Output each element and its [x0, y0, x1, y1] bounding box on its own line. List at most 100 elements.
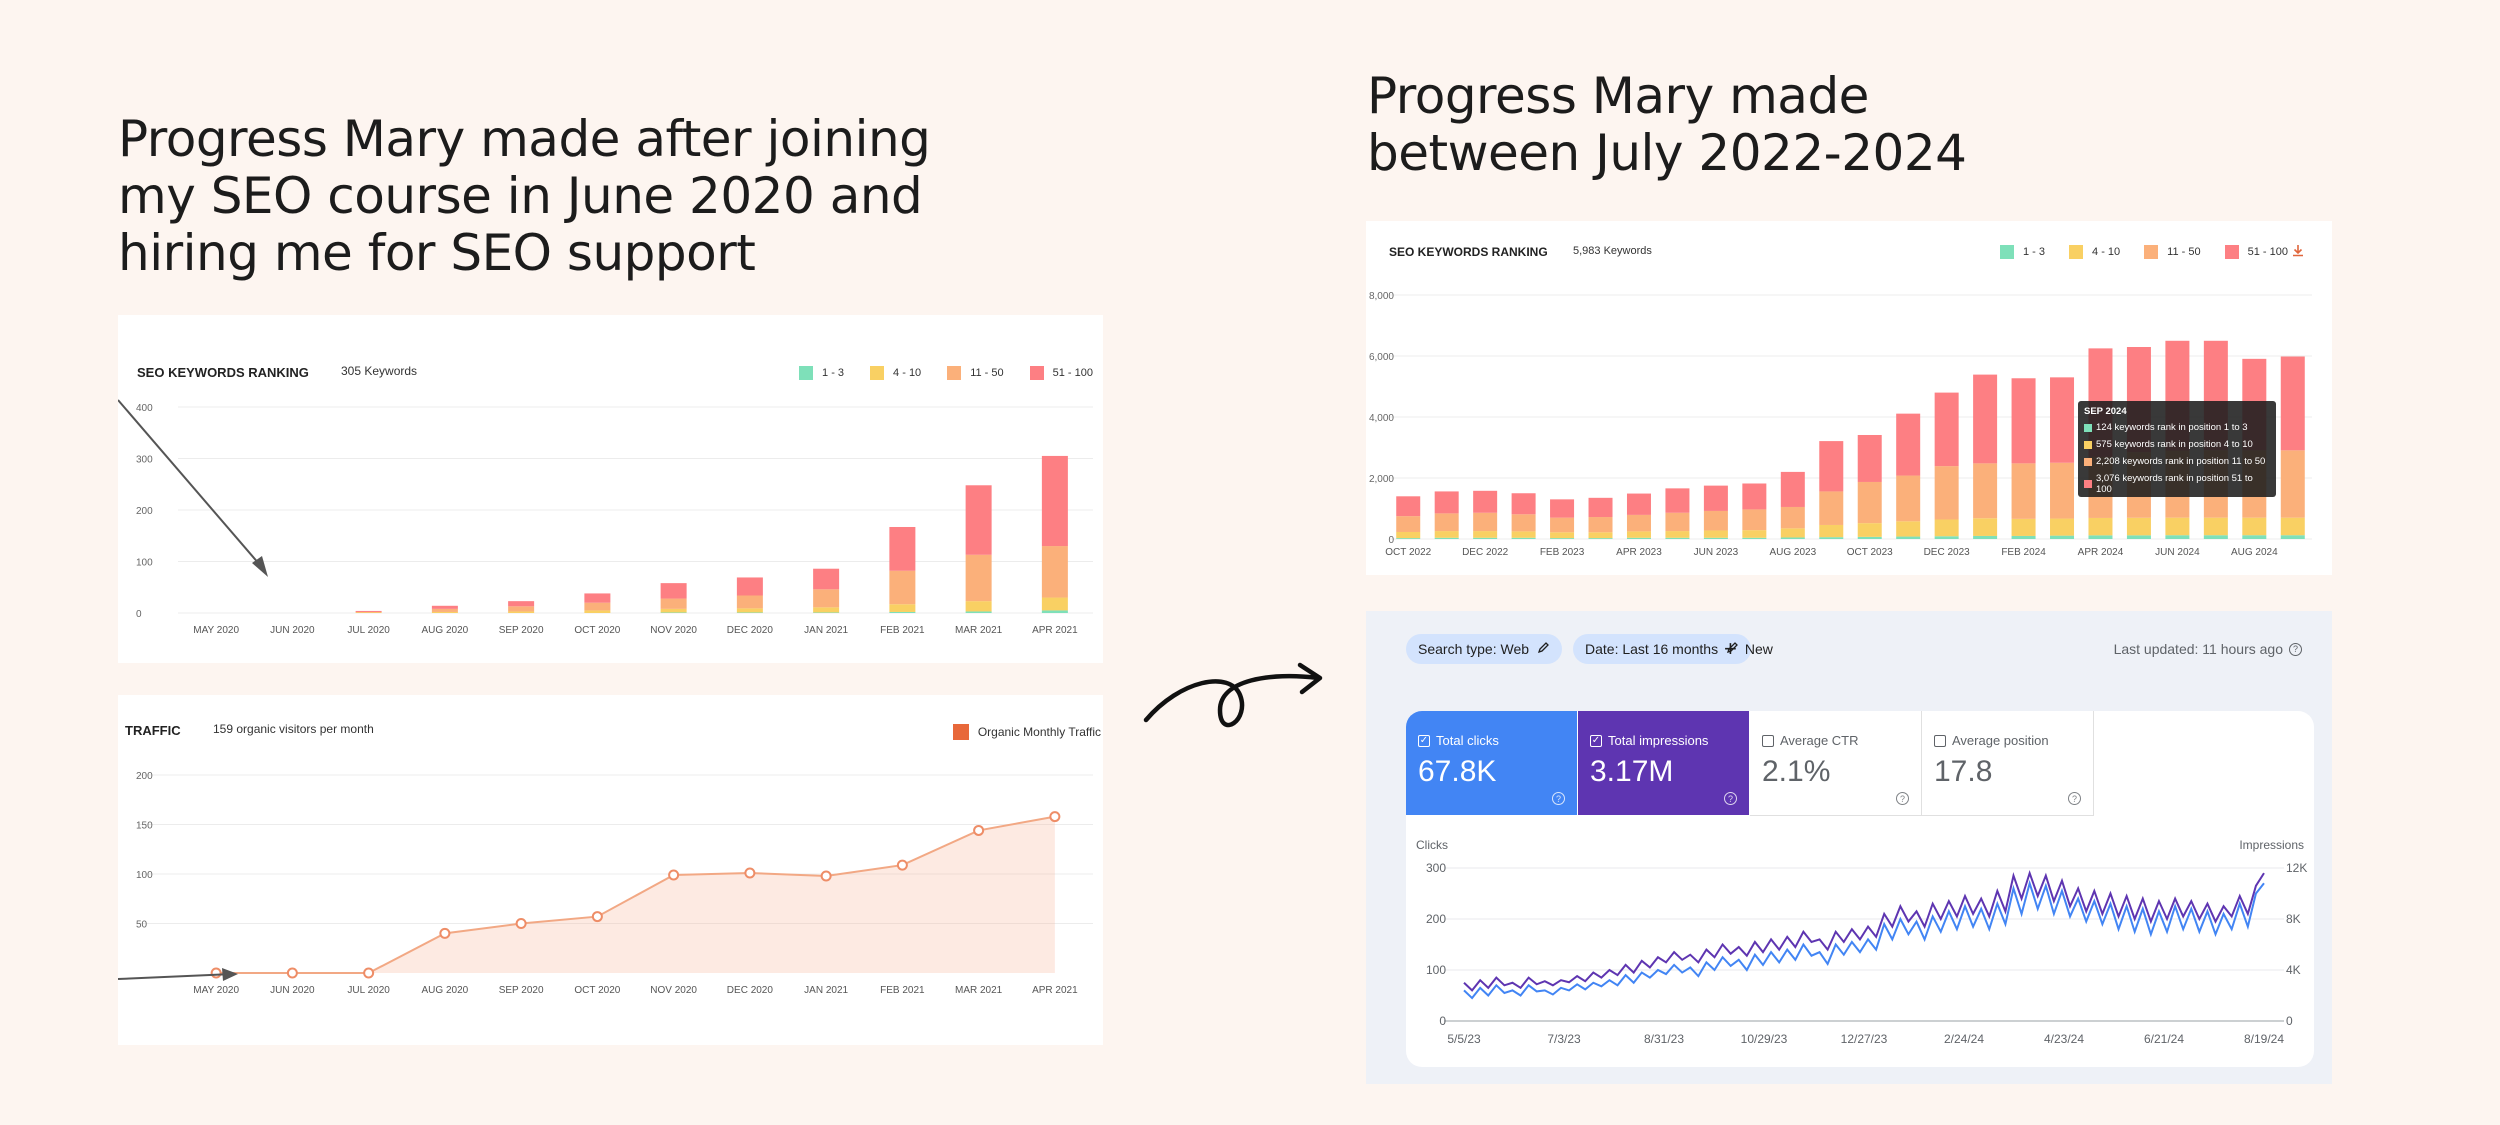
y-tick-label: 6,000 [1369, 352, 1394, 363]
date-filter-chip[interactable]: Date: Last 16 months [1573, 634, 1752, 664]
bar-segment [813, 612, 840, 613]
bar-segment [2203, 535, 2228, 539]
bar-segment [1588, 538, 1613, 539]
help-icon[interactable]: ? [2068, 792, 2081, 805]
y-tick-label: 300 [136, 455, 153, 466]
x-tick-label: NOV 2020 [650, 985, 697, 996]
legend-swatch [947, 366, 962, 380]
y-tick-label: 100 [136, 558, 153, 569]
bar-segment [1473, 537, 1498, 539]
left-heading: Progress Mary made after joining my SEO … [118, 111, 931, 282]
y-tick-label-right: 0 [2286, 1014, 2293, 1028]
bar-segment [2165, 535, 2190, 539]
help-icon[interactable]: ? [1724, 792, 1737, 805]
bar-segment [1973, 518, 1998, 536]
bar-segment [1434, 537, 1459, 539]
bar-segment [1742, 530, 1767, 538]
bar-segment [2126, 517, 2151, 536]
bar-segment [1626, 531, 1651, 538]
legend-swatch [1029, 366, 1044, 380]
bar-segment [736, 595, 763, 609]
bar-segment [736, 612, 763, 613]
checkbox-checked-icon[interactable]: ✓ [1418, 734, 1430, 747]
y-tick-label: 8,000 [1369, 291, 1394, 302]
left-heading-line: hiring me for SEO support [118, 224, 756, 282]
metric-average-position[interactable]: Average position 17.8 ? [1922, 711, 2094, 816]
x-tick-label: SEP 2020 [499, 625, 544, 636]
metric-label-row: Average position [1934, 733, 2049, 748]
legend-item: 4 - 10 [2069, 245, 2120, 259]
edit-pencil-icon[interactable] [1726, 641, 1739, 657]
bar-segment [1473, 512, 1498, 532]
bar-segment [1857, 434, 1882, 482]
legend-label: 1 - 3 [2023, 246, 2046, 258]
last-updated-text: Last updated: 11 hours ago [2113, 641, 2283, 657]
legend-item: 11 - 50 [947, 366, 1004, 380]
x-tick-label: JAN 2021 [804, 625, 848, 636]
edit-pencil-icon[interactable] [1537, 641, 1550, 657]
bar-segment [1396, 516, 1421, 532]
bar-segment [355, 611, 382, 613]
y-tick-label-left: 200 [1426, 912, 1446, 926]
checkbox-unchecked-icon[interactable] [1934, 734, 1946, 747]
bar-segment [1588, 532, 1613, 539]
chart-legend: 1 - 3 4 - 10 11 - 50 51 - 100 [2000, 245, 2288, 259]
legend-label: 11 - 50 [970, 367, 1004, 379]
help-icon[interactable]: ? [1896, 792, 1909, 805]
bar-segment [1626, 493, 1651, 515]
metric-label-row: ✓ Total impressions [1590, 733, 1708, 748]
tooltip-line: 124 keywords rank in position 1 to 3 [2084, 422, 2270, 433]
tooltip-text: 2,208 keywords rank in position 11 to 50 [2096, 456, 2266, 467]
search-type-filter-chip[interactable]: Search type: Web [1406, 634, 1563, 664]
bar-segment [889, 570, 916, 605]
bar-segment [431, 605, 458, 609]
y-tick-label-left: 100 [1426, 963, 1446, 977]
y-tick-label-left: 300 [1426, 861, 1446, 875]
x-tick-label: DEC 2022 [1462, 547, 1509, 558]
help-icon[interactable]: ? [2289, 642, 2302, 656]
bar-segment [965, 601, 992, 612]
bar-segment [1780, 537, 1805, 539]
checkbox-checked-icon[interactable]: ✓ [1590, 734, 1602, 747]
bar-segment [1396, 496, 1421, 517]
bar-segment [813, 589, 840, 608]
traffic-point [515, 918, 527, 929]
bar-segment [1434, 513, 1459, 532]
y-tick-label: 50 [136, 920, 148, 931]
bar-segment [1041, 455, 1068, 547]
bar-segment [1780, 471, 1805, 507]
traffic-point [591, 911, 603, 923]
bar-segment [1742, 537, 1767, 539]
traffic-point [1049, 811, 1061, 823]
legend-swatch [2069, 245, 2084, 259]
bar-segment [2126, 535, 2151, 539]
bar-segment [813, 607, 840, 613]
bar-segment [1041, 610, 1068, 613]
y-tick-label: 150 [136, 821, 153, 832]
bar-segment [1896, 521, 1921, 537]
x-tick-label: JUN 2020 [270, 985, 315, 996]
bar-segment [660, 598, 687, 609]
bar-segment [813, 568, 840, 590]
legend-item: Organic Monthly Traffic [952, 724, 1101, 740]
legend-item: 1 - 3 [799, 366, 844, 380]
x-tick-label: 5/5/23 [1447, 1032, 1481, 1046]
bar-segment [1665, 512, 1690, 532]
bar-segment [584, 593, 611, 603]
bar-segment [1041, 597, 1068, 611]
checkbox-unchecked-icon[interactable] [1762, 734, 1774, 747]
y-tick-label: 200 [136, 771, 153, 782]
help-icon[interactable]: ? [1552, 792, 1565, 805]
metric-total-clicks[interactable]: ✓ Total clicks 67.8K ? [1406, 711, 1577, 815]
download-icon[interactable] [2290, 243, 2306, 259]
bar-segment [1550, 532, 1575, 539]
bar-segment [2050, 518, 2075, 536]
metric-average-ctr[interactable]: Average CTR 2.1% ? [1750, 711, 1922, 816]
plus-icon: + [1724, 636, 1737, 661]
bar-segment [1857, 481, 1882, 524]
right-heading: Progress Mary made between July 2022-202… [1367, 68, 1967, 182]
metric-label-row: Average CTR [1762, 733, 1859, 748]
new-filter-button[interactable]: + New [1724, 634, 1773, 664]
bar-segment [2011, 463, 2036, 519]
metric-total-impressions[interactable]: ✓ Total impressions 3.17M ? [1578, 711, 1749, 815]
